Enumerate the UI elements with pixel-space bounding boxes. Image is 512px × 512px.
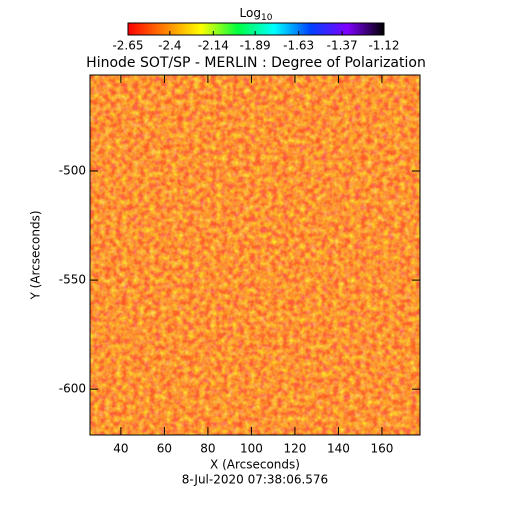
colorbar-tick-label: -2.4 bbox=[158, 39, 181, 53]
colorbar-tick-label: -2.14 bbox=[198, 39, 229, 53]
colorbar-tick-label: -1.89 bbox=[240, 39, 271, 53]
y-tick-label: -550 bbox=[59, 273, 86, 287]
x-axis-label: X (Arcseconds) bbox=[210, 458, 300, 472]
x-tick-label: 40 bbox=[113, 442, 128, 456]
chart-title: Hinode SOT/SP - MERLIN : Degree of Polar… bbox=[86, 55, 426, 71]
x-tick-label: 160 bbox=[370, 442, 393, 456]
colorbar-tick-label: -1.12 bbox=[368, 39, 399, 53]
colorbar-tick-label: -1.37 bbox=[327, 39, 358, 53]
x-tick-label: 120 bbox=[283, 442, 306, 456]
plot-frame bbox=[89, 74, 421, 436]
colorbar-label: Log10 bbox=[240, 6, 273, 23]
x-tick-label: 100 bbox=[240, 442, 263, 456]
colorbar-tick-label: -1.63 bbox=[283, 39, 314, 53]
x-tick-label: 140 bbox=[327, 442, 350, 456]
colorbar bbox=[127, 22, 385, 36]
polarization-map bbox=[90, 75, 420, 435]
colorbar-tick-label: -2.65 bbox=[112, 39, 143, 53]
y-tick-label: -500 bbox=[59, 164, 86, 178]
x-tick-label: 80 bbox=[200, 442, 215, 456]
x-tick-label: 60 bbox=[157, 442, 172, 456]
date-label: 8-Jul-2020 07:38:06.576 bbox=[182, 473, 328, 487]
y-axis-label: Y (Arcseconds) bbox=[29, 210, 43, 300]
y-tick-label: -600 bbox=[59, 382, 86, 396]
